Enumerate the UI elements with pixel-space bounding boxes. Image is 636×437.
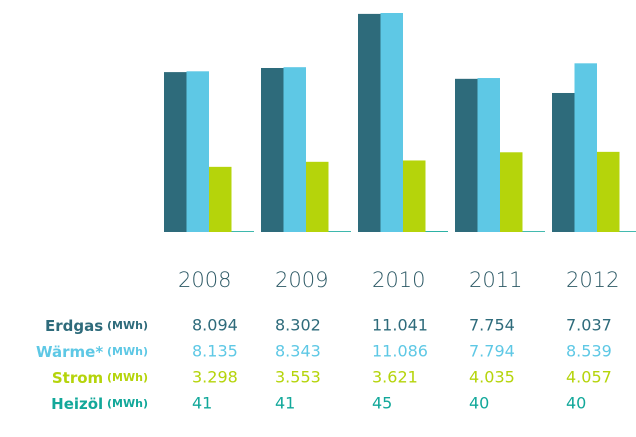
value-label: 40: [566, 394, 586, 413]
bar: [306, 161, 329, 232]
value-label: 4.035: [469, 368, 515, 387]
bar: [477, 78, 500, 233]
series-name: Heizöl: [51, 395, 103, 413]
value-label: 7.754: [469, 316, 515, 335]
bar: [380, 13, 403, 232]
value-label: 7.037: [566, 316, 612, 335]
bar: [261, 67, 284, 232]
bar: [283, 67, 306, 233]
unit: (MWh): [107, 371, 148, 384]
value-label: 3.298: [192, 368, 238, 387]
bar: [164, 72, 187, 232]
value-label: 11.041: [372, 316, 428, 335]
value-label: 41: [275, 394, 295, 413]
unit: (MWh): [107, 397, 148, 410]
x-tick-label: 2009: [275, 268, 328, 292]
x-tick-label: 2008: [178, 268, 231, 292]
bar: [328, 231, 351, 232]
bar: [500, 152, 523, 232]
value-label: 3.553: [275, 368, 321, 387]
value-label: 40: [469, 394, 489, 413]
value-label: 8.135: [192, 342, 238, 361]
unit: (MWh): [107, 319, 148, 332]
bar: [358, 13, 381, 232]
value-label: 8.302: [275, 316, 321, 335]
bar: [231, 231, 254, 232]
bar: [552, 92, 575, 232]
value-label: 4.057: [566, 368, 612, 387]
legend-entry: Heizöl (MWh): [51, 395, 148, 413]
bar: [403, 160, 426, 232]
bar: [522, 231, 545, 232]
series-name: Wärme*: [36, 343, 103, 361]
bar: [619, 231, 636, 232]
value-label: 45: [372, 394, 392, 413]
series-name: Strom: [52, 369, 103, 387]
bar: [455, 78, 478, 232]
bar: [209, 166, 232, 232]
value-label: 8.343: [275, 342, 321, 361]
series-name: Erdgas: [45, 317, 103, 335]
bar: [186, 71, 209, 232]
legend-entry: Erdgas (MWh): [45, 317, 148, 335]
bar: [574, 63, 597, 233]
bar: [425, 231, 448, 232]
value-label: 8.539: [566, 342, 612, 361]
unit: (MWh): [107, 345, 148, 358]
bar: [597, 151, 620, 232]
value-label: 41: [192, 394, 212, 413]
value-label: 11.086: [372, 342, 428, 361]
legend-entry: Wärme* (MWh): [36, 343, 148, 361]
value-label: 7.794: [469, 342, 515, 361]
x-tick-label: 2010: [372, 268, 425, 292]
value-label: 3.621: [372, 368, 418, 387]
value-label: 8.094: [192, 316, 238, 335]
x-tick-label: 2011: [469, 268, 522, 292]
legend-entry: Strom (MWh): [52, 369, 148, 387]
x-tick-label: 2012: [566, 268, 619, 292]
